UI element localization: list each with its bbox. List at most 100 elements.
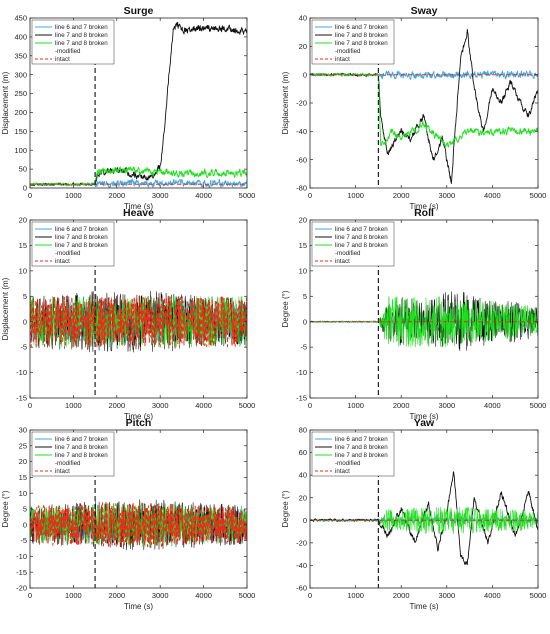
legend-box: [31, 19, 115, 65]
legend-label: line 7 and 8 broken: [335, 452, 388, 459]
x-tick-label: 5000: [530, 591, 547, 600]
plot-lines: [30, 290, 247, 353]
chart-title: Sway: [411, 5, 438, 17]
y-tick-label: 15: [299, 241, 307, 250]
y-tick-label: 200: [14, 108, 27, 117]
y-tick-label: -20: [296, 99, 307, 108]
x-tick-label: 4000: [195, 591, 212, 600]
panel-yaw: 0 1000 2000 3000 4000 5000 -60 -40 -20 0 20 40 60 80 Y…: [281, 417, 546, 611]
y-tick-label: -5: [20, 536, 27, 545]
legend-label: line 7 and 8 broken: [335, 444, 388, 451]
x-axis-label: Time (s): [124, 202, 153, 211]
x-tick-label: 5000: [239, 191, 256, 200]
y-tick-label: 20: [299, 493, 307, 502]
x-tick-label: 3000: [438, 591, 455, 600]
x-axis-label: Time (s): [409, 602, 438, 611]
x-tick-label: 1000: [65, 191, 82, 200]
y-tick-label: 0: [303, 70, 307, 79]
y-tick-label: -20: [296, 538, 307, 547]
y-tick-label: 150: [14, 127, 27, 136]
legend-label: line 7 and 8 broken: [55, 40, 108, 47]
y-tick-label: 300: [14, 70, 27, 79]
panel-pitch: 0 1000 2000 3000 4000 5000 -20 -15 -10 -5 0 5 10 15 20…: [1, 417, 255, 611]
legend-label: line 7 and 8 broken: [55, 32, 108, 39]
x-tick-label: 1000: [347, 401, 364, 410]
y-tick-label: -10: [16, 552, 27, 561]
x-tick-label: 4000: [195, 191, 212, 200]
legend-label: line 6 and 7 broken: [335, 24, 388, 31]
x-tick-label: 4000: [484, 401, 501, 410]
legend-label: intact: [335, 258, 350, 265]
x-tick-label: 5000: [239, 591, 256, 600]
y-tick-label: 30: [19, 426, 27, 435]
x-tick-label: 1000: [347, 191, 364, 200]
series-intact: [30, 502, 247, 548]
legend-label: line 7 and 8 broken: [55, 234, 108, 241]
plot-lines: [310, 291, 538, 352]
axes-frame: [29, 17, 248, 189]
y-tick-label: 80: [299, 426, 307, 435]
x-tick-label: 0: [308, 191, 312, 200]
y-tick-label: -5: [20, 343, 27, 352]
x-tick-label: 2000: [393, 591, 410, 600]
panel-heave: 0 1000 2000 3000 4000 5000 -15 -10 -5 0 5 10 15 20 Hea…: [1, 207, 255, 421]
y-tick-label: 0: [303, 516, 307, 525]
legend-label: intact: [55, 468, 70, 475]
series-intact: [30, 295, 247, 348]
legend-label: intact: [335, 56, 350, 63]
x-tick-label: 3000: [152, 401, 169, 410]
series-line78: [30, 21, 247, 187]
chart-title: Yaw: [414, 417, 435, 429]
y-tick-label: -60: [296, 584, 307, 593]
y-axis-label: Degree (°): [281, 490, 290, 527]
y-tick-label: 10: [19, 266, 27, 275]
series-line78mod: [310, 72, 538, 148]
legend-label: intact: [55, 56, 70, 63]
y-tick-label: -20: [16, 584, 27, 593]
legend-label-suffix: -modified: [55, 460, 81, 467]
x-tick-label: 2000: [393, 401, 410, 410]
chart-title: Roll: [414, 207, 434, 219]
plot-lines: [30, 21, 247, 188]
x-tick-label: 3000: [152, 191, 169, 200]
y-axis-label: Degree (°): [281, 290, 290, 327]
x-tick-label: 5000: [239, 401, 256, 410]
y-tick-label: 20: [19, 457, 27, 466]
series-line78mod: [30, 166, 247, 187]
panel-surge: 0 1000 2000 3000 4000 5000 0 50 100 150 200 250 300 3…: [1, 5, 255, 211]
y-tick-label: 20: [299, 42, 307, 51]
panel-sway: 0 1000 2000 3000 4000 5000 -80 -60 -40 -20 0 20 40 Sw…: [281, 5, 546, 211]
legend-label-suffix: -modified: [335, 250, 361, 257]
y-tick-label: 20: [19, 216, 27, 225]
legend-label: intact: [55, 258, 70, 265]
legend-label: line 6 and 7 broken: [55, 436, 108, 443]
x-tick-label: 0: [28, 401, 32, 410]
y-tick-label: 350: [14, 51, 27, 60]
x-axis-label: Time (s): [124, 412, 153, 421]
x-tick-label: 0: [308, 401, 312, 410]
y-tick-label: -5: [300, 343, 307, 352]
y-tick-label: 40: [299, 471, 307, 480]
y-tick-label: 15: [19, 473, 27, 482]
x-tick-label: 1000: [65, 401, 82, 410]
y-tick-label: -40: [296, 127, 307, 136]
legend-label: line 7 and 8 broken: [55, 452, 108, 459]
y-tick-label: 0: [23, 317, 27, 326]
legend-label: line 7 and 8 broken: [335, 234, 388, 241]
legend-label: intact: [335, 468, 350, 475]
x-tick-label: 3000: [152, 591, 169, 600]
y-tick-label: 400: [14, 32, 27, 41]
y-tick-label: 15: [19, 241, 27, 250]
y-tick-label: 450: [14, 14, 27, 23]
x-tick-label: 2000: [108, 401, 125, 410]
y-tick-label: -40: [296, 561, 307, 570]
y-axis-label: Displacement (m): [1, 277, 10, 340]
legend-label: line 6 and 7 broken: [55, 226, 108, 233]
plot-lines: [310, 28, 538, 184]
